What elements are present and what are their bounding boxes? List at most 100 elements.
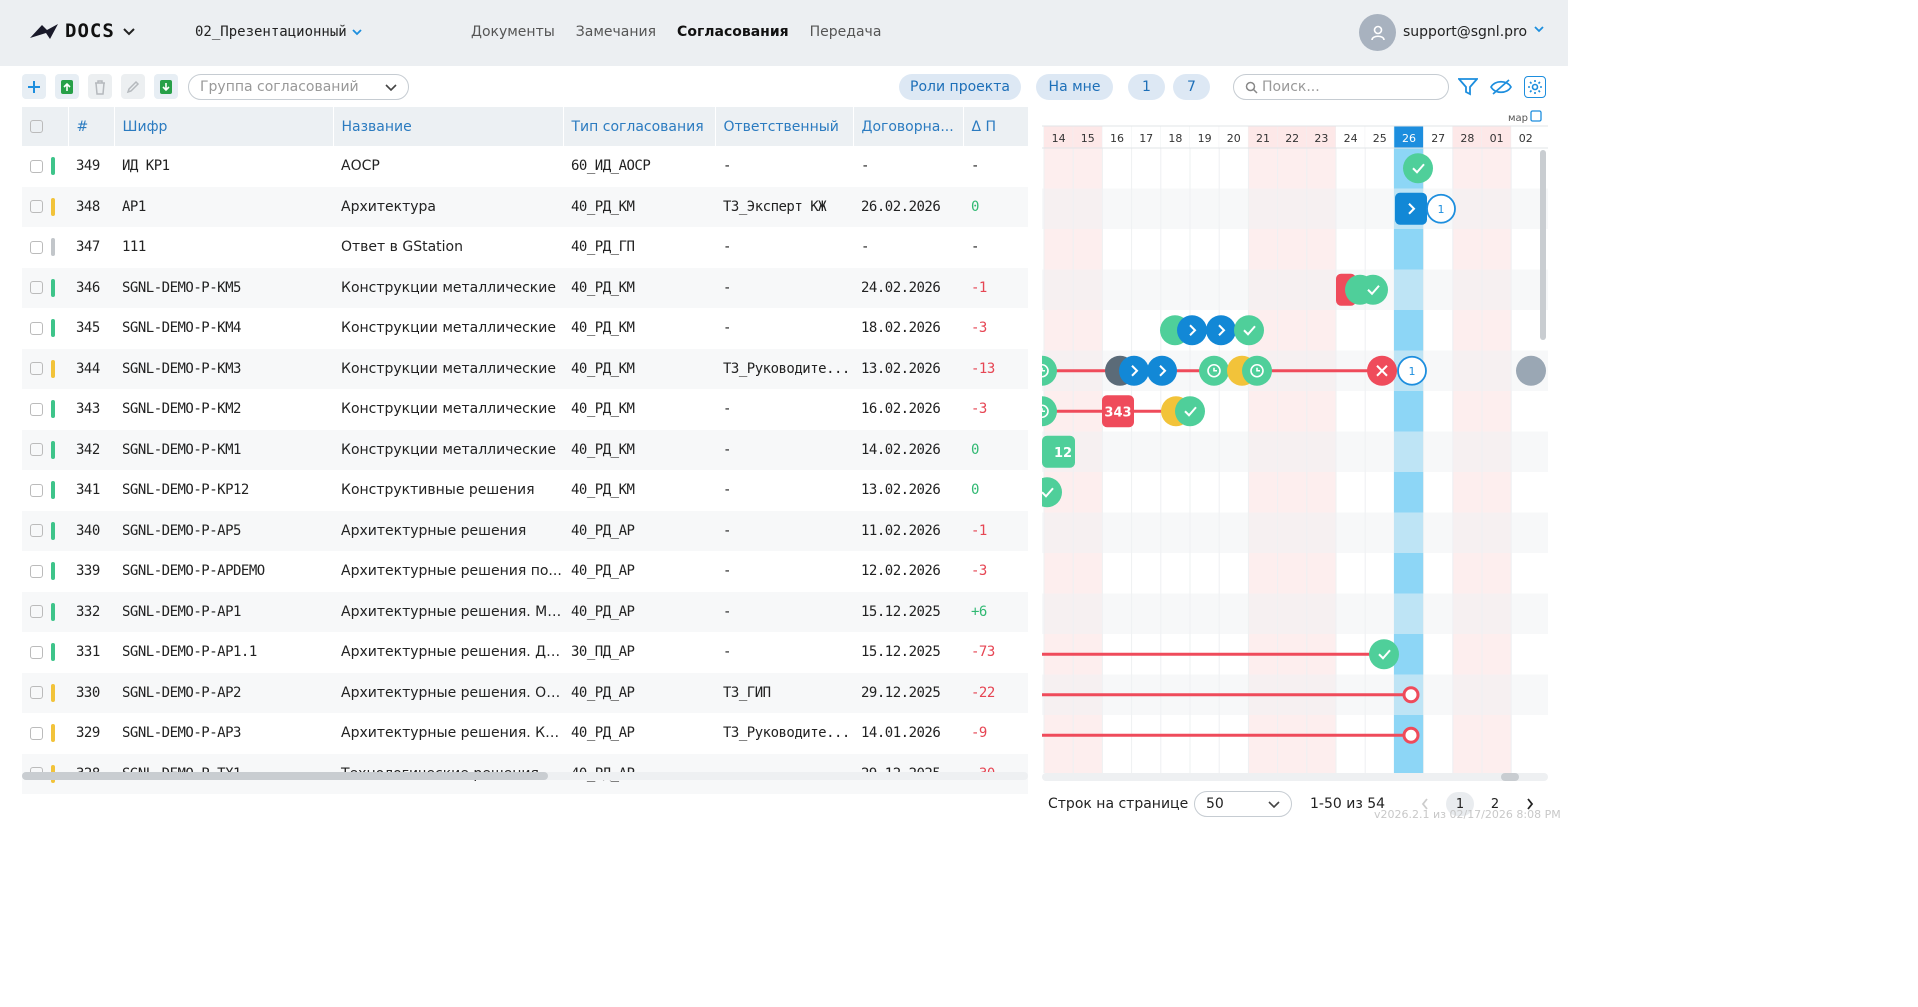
gantt-node[interactable] bbox=[1042, 396, 1057, 427]
row-checkbox[interactable] bbox=[30, 726, 43, 740]
page-1-button[interactable]: 1 bbox=[1446, 792, 1474, 816]
filter-button[interactable] bbox=[1457, 76, 1479, 98]
gantt-node[interactable] bbox=[1358, 274, 1388, 305]
scrollbar-thumb[interactable] bbox=[22, 772, 548, 780]
table-row[interactable]: 347 111 Ответ в GStation 40_РД_ГП - - - bbox=[22, 227, 1028, 268]
group-select[interactable]: Группа согласований bbox=[188, 74, 409, 100]
count-badge-2[interactable]: 7 bbox=[1173, 74, 1210, 100]
table-row[interactable]: 345 SGNL-DEMO-P-KM4 Конструкции металличес… bbox=[22, 308, 1028, 349]
gantt-horizontal-scrollbar[interactable] bbox=[1042, 773, 1548, 781]
search-input[interactable]: Поиск... bbox=[1233, 74, 1449, 100]
gantt-count-node[interactable] bbox=[1426, 193, 1456, 224]
nav-approvals[interactable]: Согласования bbox=[677, 24, 789, 40]
gantt-deadline-node[interactable] bbox=[1402, 686, 1420, 704]
column-header-num[interactable]: # bbox=[68, 107, 115, 146]
page-2-button[interactable]: 2 bbox=[1490, 796, 1500, 812]
hide-button[interactable] bbox=[1490, 76, 1512, 98]
table-row[interactable]: 329 SGNL-DEMO-P-AP3 Архитектурные решения.… bbox=[22, 713, 1028, 754]
row-checkbox[interactable] bbox=[30, 362, 43, 376]
cell-code: SGNL-DEMO-P-KM5 bbox=[122, 279, 241, 296]
table-row[interactable]: 341 SGNL-DEMO-P-KP12 Конструктивные решени… bbox=[22, 470, 1028, 511]
nav-remarks[interactable]: Замечания bbox=[575, 24, 657, 40]
row-checkbox[interactable] bbox=[30, 564, 43, 578]
row-checkbox[interactable] bbox=[30, 240, 43, 254]
table-row[interactable]: 349 ИД КР1 АОСР 60_ИД_АОСР - - - bbox=[22, 146, 1028, 187]
column-header-name[interactable]: Название bbox=[333, 107, 564, 146]
user-email[interactable]: support@sgnl.pro bbox=[1403, 24, 1528, 40]
gantt-node[interactable] bbox=[1403, 153, 1433, 184]
project-selector[interactable]: 02_Презентационный bbox=[195, 24, 362, 40]
row-checkbox[interactable] bbox=[30, 281, 43, 295]
table-row[interactable]: 348 АР1 Архитектура 40_РД_КМ ТЗ_Эксперт КЖ 26… bbox=[22, 186, 1028, 227]
gantt-node[interactable] bbox=[1119, 355, 1149, 386]
row-checkbox[interactable] bbox=[30, 483, 43, 497]
row-checkbox[interactable] bbox=[30, 402, 43, 416]
gantt-count-node[interactable] bbox=[1397, 355, 1427, 386]
table-row[interactable]: 330 SGNL-DEMO-P-AP2 Архитектурные решения.… bbox=[22, 672, 1028, 713]
chevron-down-icon[interactable] bbox=[1534, 25, 1544, 33]
gantt-count-node-label[interactable]: 1 bbox=[1409, 365, 1416, 378]
gantt-node[interactable] bbox=[1147, 355, 1177, 386]
table-row[interactable]: 332 SGNL-DEMO-P-AP1 Архитектурные решения.… bbox=[22, 591, 1028, 632]
gantt-deadline-node[interactable] bbox=[1402, 726, 1420, 744]
project-roles-button[interactable]: Роли проекта bbox=[899, 74, 1021, 100]
gantt-marker-label[interactable]: 343 bbox=[1104, 405, 1131, 420]
row-checkbox[interactable] bbox=[30, 686, 43, 700]
gantt-node[interactable] bbox=[1042, 355, 1057, 386]
gantt-node[interactable] bbox=[1369, 639, 1399, 670]
gantt-node[interactable] bbox=[1234, 315, 1264, 346]
gantt-marker-label[interactable]: 12 bbox=[1054, 446, 1072, 461]
gantt-node[interactable] bbox=[1177, 315, 1207, 346]
row-checkbox[interactable] bbox=[30, 645, 43, 659]
add-button[interactable] bbox=[22, 74, 46, 99]
nav-transfer[interactable]: Передача bbox=[809, 24, 882, 40]
table-row[interactable]: 331 SGNL-DEMO-P-AP1.1 Архитектурные решени… bbox=[22, 632, 1028, 673]
upload-button[interactable] bbox=[55, 74, 79, 99]
gantt-current-marker[interactable] bbox=[1395, 192, 1427, 225]
row-checkbox[interactable] bbox=[30, 605, 43, 619]
next-page-button[interactable] bbox=[1516, 792, 1544, 816]
column-header-delta[interactable]: Δ П bbox=[963, 107, 1029, 146]
gantt-document-marker[interactable] bbox=[1042, 435, 1075, 468]
gantt-node[interactable] bbox=[1516, 355, 1546, 386]
row-checkbox[interactable] bbox=[30, 443, 43, 457]
avatar[interactable] bbox=[1359, 14, 1396, 51]
rows-per-page-select[interactable]: 50 bbox=[1194, 791, 1292, 817]
count-badge-1[interactable]: 1 bbox=[1128, 74, 1165, 100]
table-row[interactable]: 346 SGNL-DEMO-P-KM5 Конструкции металличес… bbox=[22, 267, 1028, 308]
table-row[interactable]: 340 SGNL-DEMO-P-AP5 Архитектурные решения 4… bbox=[22, 510, 1028, 551]
column-header-contract-date[interactable]: Договорна... bbox=[853, 107, 964, 146]
table-horizontal-scrollbar[interactable] bbox=[22, 772, 1028, 780]
column-header-responsible[interactable]: Ответственный bbox=[715, 107, 854, 146]
column-header-type[interactable]: Тип согласования bbox=[563, 107, 716, 146]
select-all-checkbox[interactable] bbox=[30, 120, 43, 133]
prev-page-button[interactable] bbox=[1411, 792, 1439, 816]
gantt-node[interactable] bbox=[1206, 315, 1236, 346]
gantt-chart[interactable]: 14 15 16 17 18 19 20 21 22 23 24 25 26 27 28 01 02 мар 1 1 3… bbox=[1042, 107, 1548, 773]
settings-button[interactable] bbox=[1524, 76, 1546, 98]
project-name: 02_Презентационный bbox=[195, 24, 347, 40]
delete-button[interactable] bbox=[88, 74, 112, 99]
gantt-node[interactable] bbox=[1175, 396, 1205, 427]
row-checkbox[interactable] bbox=[30, 159, 43, 173]
gantt-count-node-label[interactable]: 1 bbox=[1438, 203, 1445, 216]
nav-documents[interactable]: Документы bbox=[471, 24, 555, 40]
chevron-down-icon[interactable] bbox=[122, 26, 136, 36]
row-checkbox[interactable] bbox=[30, 321, 43, 335]
download-button[interactable] bbox=[154, 74, 178, 99]
row-checkbox[interactable] bbox=[30, 200, 43, 214]
gantt-node[interactable] bbox=[1042, 477, 1062, 508]
gantt-document-marker[interactable] bbox=[1102, 395, 1134, 428]
table-row[interactable]: 344 SGNL-DEMO-P-KM3 Конструкции металличес… bbox=[22, 348, 1028, 389]
edit-button[interactable] bbox=[121, 74, 145, 99]
table-row[interactable]: 339 SGNL-DEMO-P-APDEMO Архитектурные решен… bbox=[22, 551, 1028, 592]
cell-responsible: ТЗ_Руководите... bbox=[723, 360, 850, 377]
table-row[interactable]: 343 SGNL-DEMO-P-KM2 Конструкции металличес… bbox=[22, 389, 1028, 430]
logo[interactable]: DOCS bbox=[30, 20, 136, 42]
gantt-vertical-scrollbar[interactable] bbox=[1540, 150, 1546, 340]
scrollbar-thumb[interactable] bbox=[1501, 773, 1519, 781]
column-header-code[interactable]: Шифр bbox=[114, 107, 334, 146]
row-checkbox[interactable] bbox=[30, 524, 43, 538]
table-row[interactable]: 342 SGNL-DEMO-P-KM1 Конструкции металличес… bbox=[22, 429, 1028, 470]
assigned-to-me-button[interactable]: На мне bbox=[1036, 74, 1113, 100]
